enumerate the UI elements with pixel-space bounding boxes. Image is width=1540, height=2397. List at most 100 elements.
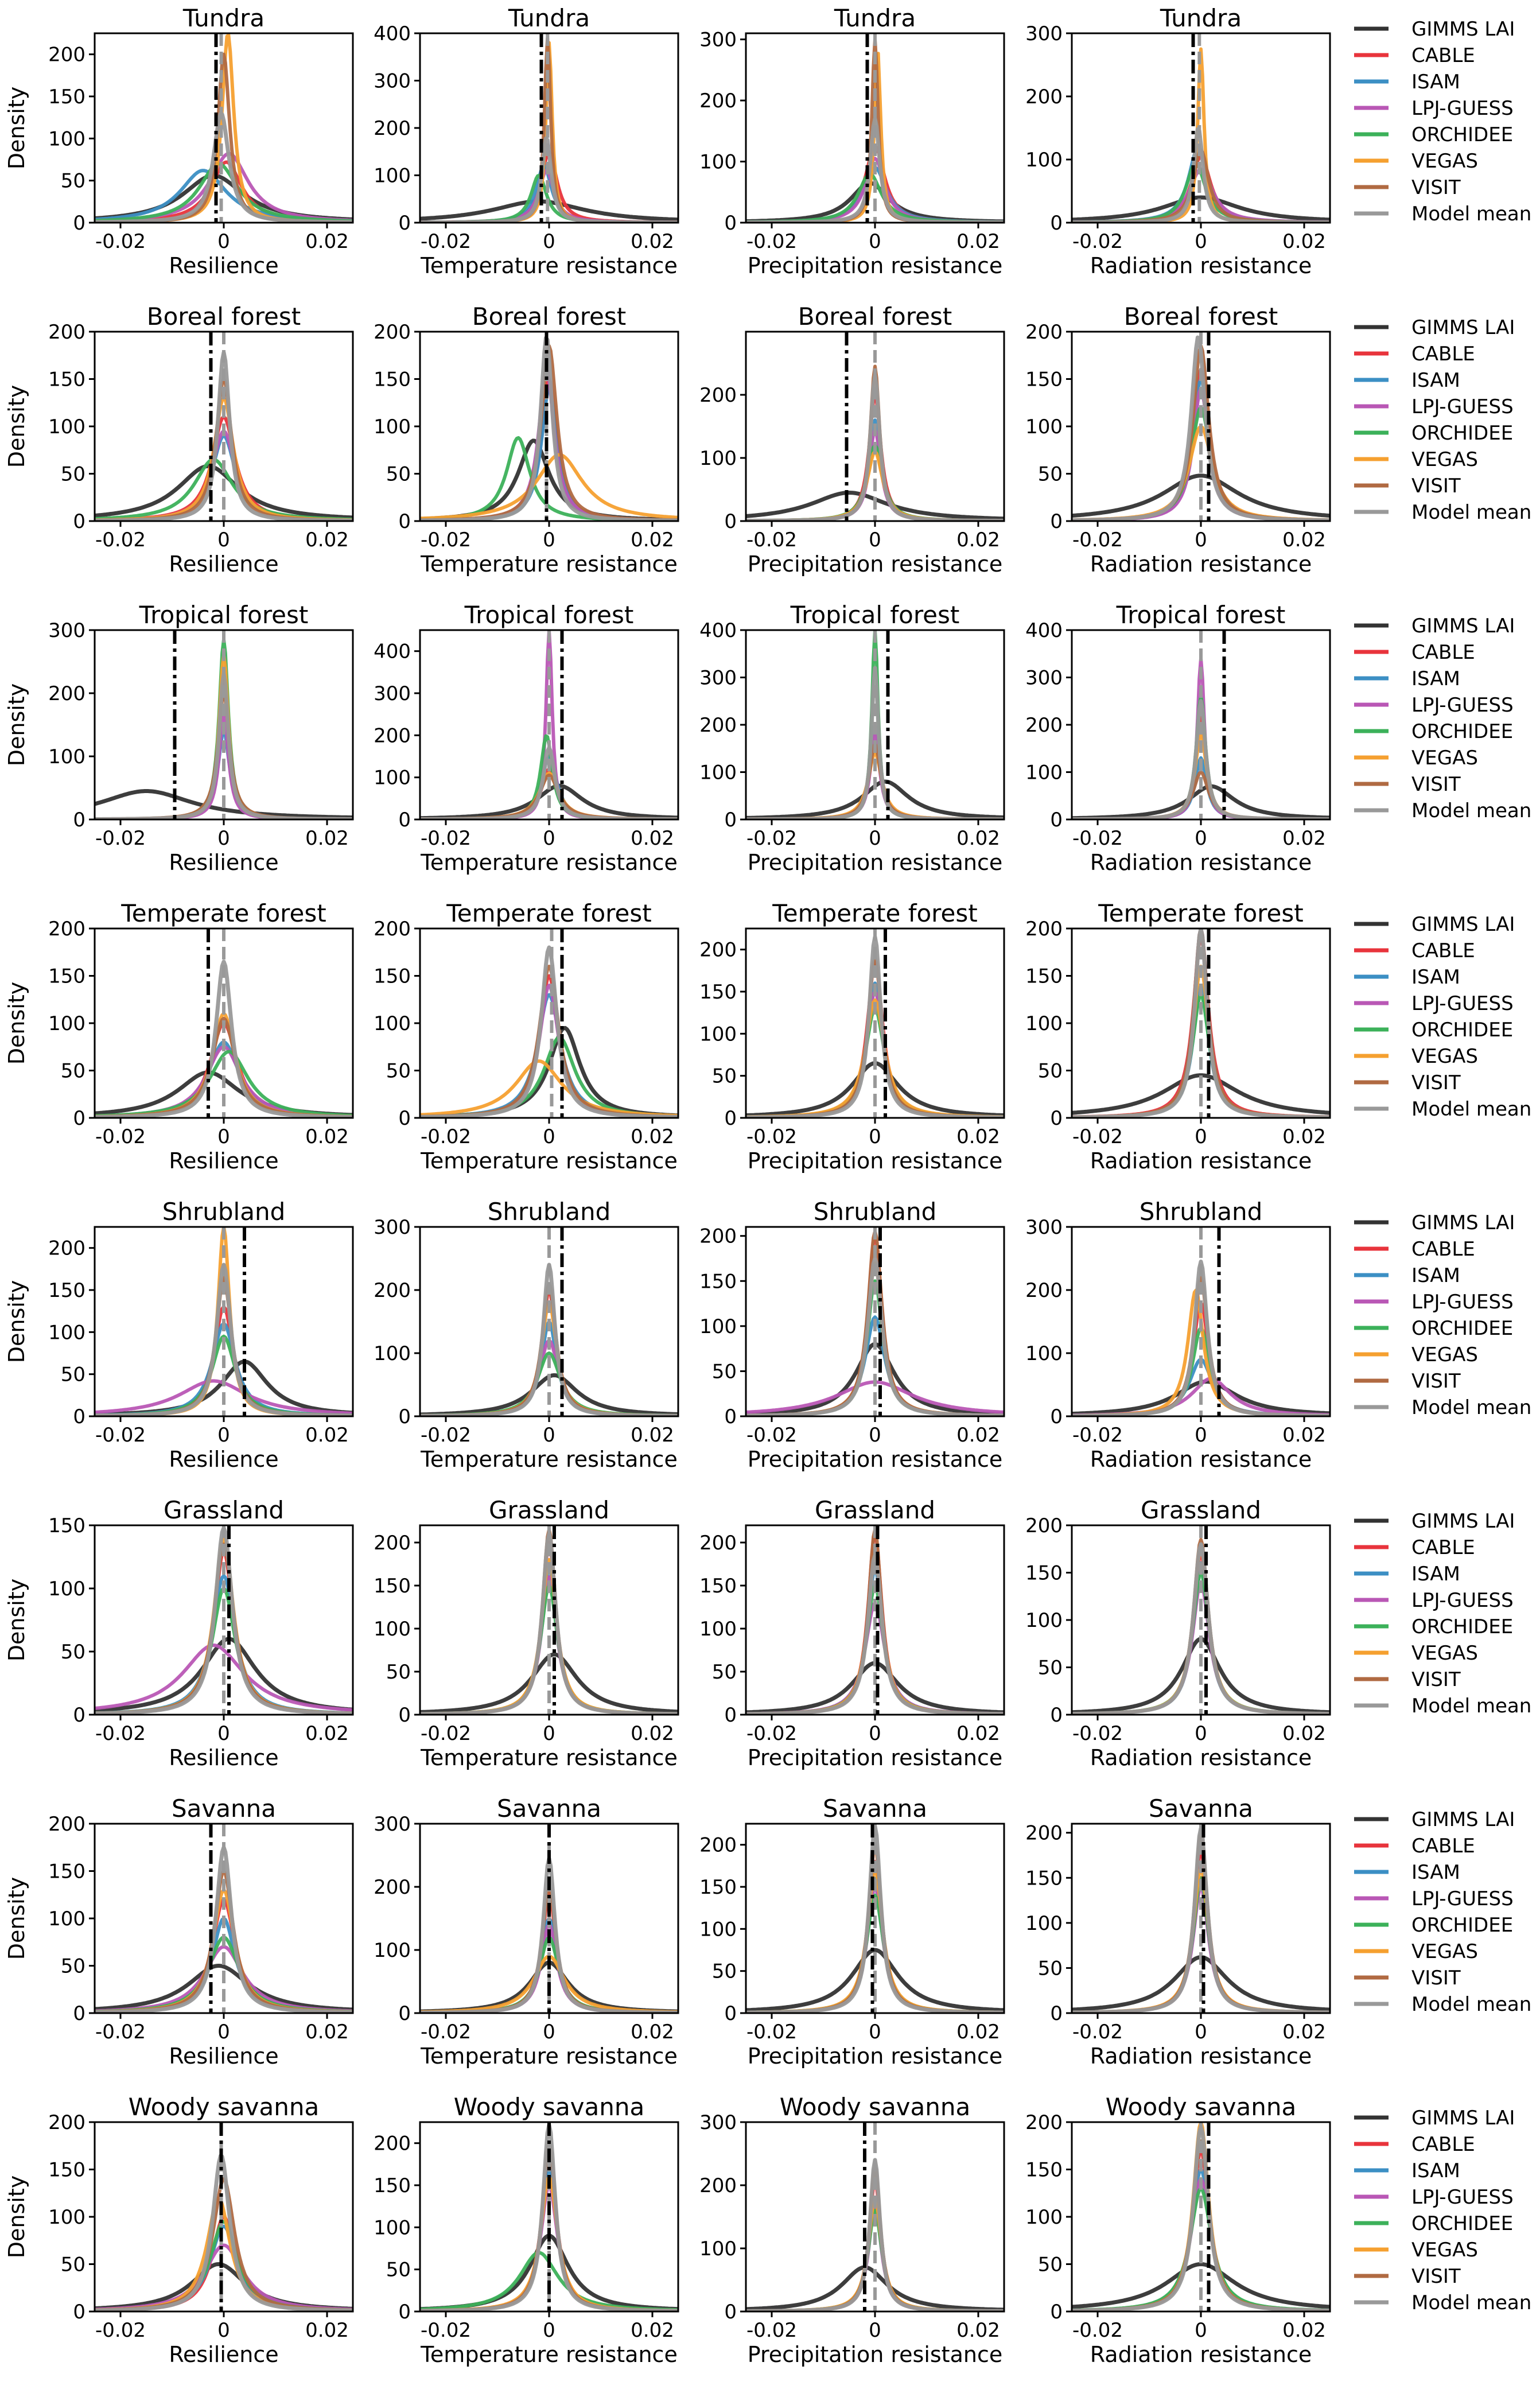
y-tick-label: 0 [398,1405,411,1428]
y-axis-label: Density [4,2175,29,2258]
y-axis-label: Density [4,1579,29,1661]
x-tick-label: 0.02 [305,230,349,253]
legend-label: ORCHIDEE [1411,1914,1513,1937]
axes-frame [419,927,679,1119]
panel-title: Boreal forest [147,302,301,331]
y-tick-label: 100 [374,1012,411,1035]
x-tick-label: -0.02 [746,230,797,253]
panel-title: Tundra [182,4,265,32]
x-axis-label: Temperature resistance [420,1745,678,1770]
density-curve-orchidee [95,162,353,223]
x-tick-label: -0.02 [746,529,797,551]
x-tick-label: -0.02 [1072,2319,1123,2342]
y-tick-label: 300 [699,2111,737,2134]
y-tick-label: 100 [699,1315,737,1338]
y-tick-label: 0 [398,1107,411,1130]
x-tick-label: 0 [869,1722,881,1745]
y-tick-label: 200 [374,321,411,344]
x-axis-label: Temperature resistance [420,1447,678,1472]
density-curve-model-mean [95,959,353,1118]
legend-label: CABLE [1411,641,1475,664]
y-tick-label: 150 [48,368,85,391]
legend-label: LPJ-GUESS [1411,1589,1514,1612]
y-tick-label: 0 [724,1405,737,1428]
y-tick-label: 200 [1025,714,1063,737]
panel-2-3: -0.02 0 0.02 0 100 200 Boreal forest Precipitat… [699,302,1005,577]
y-tick-label: 400 [374,640,411,663]
panel-6-1: -0.02 0 0.02 0 50 100 150 Grassland Resilience De… [4,1496,354,1770]
x-tick-label: 0.02 [631,230,674,253]
y-tick-label: 300 [374,1216,411,1239]
panel-title: Tropical forest [139,601,309,629]
x-axis-label: Temperature resistance [420,253,678,278]
x-tick-label: 0 [217,230,230,253]
panel-title: Boreal forest [1124,302,1278,331]
y-tick-label: 150 [374,368,411,391]
x-tick-label: 0.02 [305,1722,349,1745]
y-tick-label: 200 [374,1279,411,1302]
legend-row-5: GIMMS LAI CABLE ISAM LPJ-GUESS ORCHIDEE VEGAS… [1354,1211,1531,1419]
legend-label: VEGAS [1411,1940,1478,1963]
y-tick-label: 100 [699,1618,737,1641]
density-curve-gimms-lai [95,464,353,520]
y-tick-label: 100 [699,447,737,470]
panel-title: Tundra [508,4,590,32]
curves [420,336,678,521]
x-tick-label: 0.02 [1282,827,1326,850]
y-tick-label: 100 [1025,149,1063,172]
x-axis-label: Temperature resistance [420,850,678,875]
density-curve-gimms-lai [95,789,353,819]
y-tick-label: 300 [699,29,737,52]
panel-title: Temperate forest [120,899,326,927]
x-tick-label: -0.02 [421,529,471,551]
legend-label: CABLE [1411,1536,1475,1559]
x-tick-label: 0 [869,2319,881,2342]
x-axis-label: Precipitation resistance [748,1447,1002,1472]
legend-label: VEGAS [1411,1343,1478,1366]
legend-label: VEGAS [1411,448,1478,471]
legend-label: LPJ-GUESS [1411,97,1514,120]
x-tick-label: -0.02 [1072,827,1123,850]
y-tick-label: 50 [61,463,85,486]
x-tick-label: 0.02 [631,2319,674,2342]
legend-label: GIMMS LAI [1411,1211,1515,1234]
density-curve-gimms-lai [95,173,353,222]
legend-label: GIMMS LAI [1411,1510,1515,1533]
legend-label: VISIT [1411,1370,1461,1393]
x-tick-label: 0.02 [1282,529,1326,551]
legend-label: Model mean [1411,799,1531,822]
y-tick-label: 200 [48,321,85,344]
y-tick-label: 200 [48,918,85,941]
x-tick-label: 0.02 [1282,1722,1326,1745]
x-tick-label: 0.02 [305,2021,349,2044]
legend-label: LPJ-GUESS [1411,1887,1514,1910]
x-tick-label: 0.02 [305,2319,349,2342]
y-tick-label: 150 [1025,368,1063,391]
y-tick-label: 200 [1025,86,1063,108]
x-tick-label: -0.02 [746,827,797,850]
legend-label: CABLE [1411,44,1475,67]
x-axis-label: Radiation resistance [1090,850,1312,875]
panel-4-1: -0.02 0 0.02 0 50 100 150 200 Temperate forest Re… [4,899,354,1174]
y-axis-label: Density [4,1877,29,1960]
y-tick-label: 50 [712,1065,737,1088]
x-tick-label: 0 [869,529,881,551]
legend-label: GIMMS LAI [1411,2107,1515,2130]
panel-4-3: -0.02 0 0.02 0 50 100 150 200 Temperate forest Pr… [699,899,1005,1174]
y-tick-label: 0 [1050,2002,1063,2025]
legend-label: ORCHIDEE [1411,2212,1513,2235]
y-tick-label: 0 [1050,1405,1063,1428]
density-curve-cable [1072,2149,1330,2311]
y-tick-label: 0 [73,510,85,533]
x-tick-label: -0.02 [1072,1125,1123,1148]
y-tick-label: 200 [374,2132,411,2155]
x-tick-label: 0 [217,2319,230,2342]
x-tick-label: -0.02 [95,1722,146,1745]
panel-title: Temperate forest [446,899,651,927]
x-axis-label: Precipitation resistance [748,1745,1002,1770]
y-tick-label: 100 [48,1908,85,1930]
x-axis-label: Resilience [169,551,278,577]
legend-label: ORCHIDEE [1411,123,1513,146]
y-tick-label: 200 [48,44,85,67]
x-axis-label: Resilience [169,1447,278,1472]
